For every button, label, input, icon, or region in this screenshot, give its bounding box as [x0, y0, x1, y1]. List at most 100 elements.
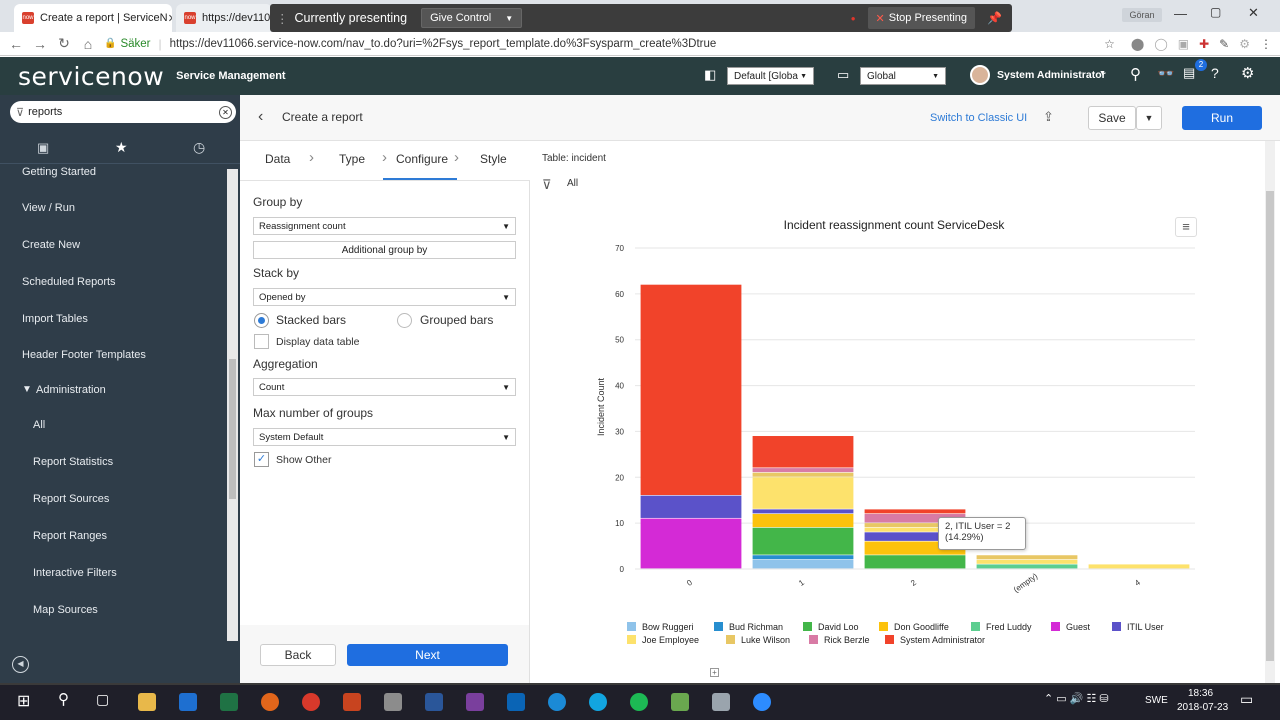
app-icon[interactable] [548, 693, 566, 711]
browser-menu-icon[interactable]: ⋮ [1260, 36, 1272, 51]
minimize-icon[interactable]: — [1174, 6, 1187, 21]
run-button[interactable]: Run [1182, 106, 1262, 130]
app-icon[interactable] [384, 693, 402, 711]
bar-segment[interactable] [640, 495, 742, 518]
bar-segment[interactable] [976, 564, 1078, 569]
extension-icon[interactable]: ⬤ [1130, 36, 1145, 51]
extension-icon[interactable]: ▣ [1177, 36, 1190, 51]
sidebar-section-administration[interactable]: Administration [36, 384, 106, 396]
share-icon[interactable]: ⇪ [1043, 109, 1054, 124]
bar-segment[interactable] [976, 555, 1078, 560]
tab-configure[interactable]: Configure [396, 152, 449, 166]
bar-segment[interactable] [752, 472, 854, 477]
sidebar-item-report-ranges[interactable]: Report Ranges [33, 530, 107, 542]
skype-icon[interactable] [589, 693, 607, 711]
display-data-table-checkbox[interactable] [254, 334, 269, 349]
outlook-icon[interactable] [507, 693, 525, 711]
bar-segment[interactable] [640, 284, 742, 496]
grouped-bars-radio[interactable] [397, 313, 412, 328]
close-window-icon[interactable]: ✕ [1248, 5, 1259, 20]
sidebar-scrollbar[interactable] [227, 169, 238, 641]
max-groups-select[interactable]: System Default ▼ [253, 428, 516, 446]
stacked-bars-radio[interactable] [254, 313, 269, 328]
additional-group-by-button[interactable]: Additional group by [253, 241, 516, 259]
sidebar-item-header-footer-templates[interactable]: Header Footer Templates [22, 349, 146, 361]
scope-select[interactable]: Global ▼ [860, 67, 946, 85]
file-explorer-icon[interactable] [138, 693, 156, 711]
clock-date[interactable]: 2018-07-23 [1177, 702, 1229, 713]
firefox-icon[interactable] [261, 693, 279, 711]
drag-handle-icon[interactable]: ⋮ [276, 11, 289, 26]
scrollbar-thumb[interactable] [229, 359, 236, 499]
maximize-icon[interactable]: ▢ [1210, 5, 1222, 19]
bar-segment[interactable] [864, 523, 966, 528]
bar-segment[interactable] [752, 527, 854, 555]
expand-icon[interactable]: + [710, 668, 719, 677]
bar-segment[interactable] [752, 468, 854, 473]
bar-segment[interactable] [864, 513, 966, 523]
show-other-checkbox[interactable]: ✓ [254, 452, 269, 467]
bookmark-star-icon[interactable]: ☆ [1104, 36, 1115, 51]
onenote-icon[interactable] [466, 693, 484, 711]
home-icon[interactable]: ⌂ [83, 35, 93, 52]
task-view-icon[interactable]: ▢ [96, 691, 110, 707]
tab-style[interactable]: Style [480, 152, 507, 166]
chart-menu-icon[interactable]: ≡ [1175, 217, 1197, 237]
word-icon[interactable] [425, 693, 443, 711]
collapse-navigator-icon[interactable]: ◀ [12, 656, 29, 673]
sidebar-item-interactive-filters[interactable]: Interactive Filters [33, 567, 117, 579]
sidebar-item-map-sources[interactable]: Map Sources [33, 604, 98, 616]
filter-funnel-icon[interactable]: ⊽ [542, 177, 552, 192]
help-icon[interactable]: ? [1211, 65, 1219, 81]
search-icon[interactable]: ⚲ [1130, 66, 1141, 83]
group-by-select[interactable]: Reassignment count ▼ [253, 217, 516, 235]
history-clock-icon[interactable]: ◷ [193, 139, 206, 155]
switch-classic-ui-link[interactable]: Switch to Classic UI [930, 112, 1028, 124]
sidebar-item-report-statistics[interactable]: Report Statistics [33, 456, 114, 468]
sidebar-item-getting-started[interactable]: Getting Started [22, 166, 96, 178]
impersonate-icon[interactable]: 👓 [1157, 65, 1175, 81]
clear-filter-icon[interactable]: ✕ [219, 105, 232, 119]
windows-start-icon[interactable]: ⊞ [17, 693, 31, 710]
bar-segment[interactable] [864, 555, 966, 569]
sidebar-item-view-run[interactable]: View / Run [22, 202, 75, 214]
caret-down-icon[interactable]: ▼ [22, 384, 32, 395]
back-button[interactable]: Back [260, 644, 336, 666]
extension-icon[interactable]: ◯ [1154, 36, 1168, 51]
excel-icon[interactable] [220, 693, 238, 711]
bar-segment[interactable] [864, 509, 966, 514]
avatar[interactable] [970, 65, 990, 85]
browser-tab-active[interactable]: now Create a report | ServiceN ✕ [14, 4, 172, 32]
bar-segment[interactable] [864, 527, 966, 532]
tray-icons[interactable]: ⌃ ▭ 🔊 ☷ ⛁ [1044, 693, 1109, 705]
browser-tab[interactable]: now https://dev11066 [176, 4, 272, 32]
sidebar-item-create-new[interactable]: Create New [22, 239, 81, 251]
edge-icon[interactable] [179, 693, 197, 711]
scrollbar-thumb[interactable] [1266, 191, 1274, 661]
profile-chip[interactable]: Göran [1122, 8, 1162, 22]
chart-pane-scrollbar[interactable] [1265, 141, 1275, 683]
spotify-icon[interactable] [630, 693, 648, 711]
tab-type[interactable]: Type [339, 152, 366, 166]
sidebar-item-report-sources[interactable]: Report Sources [33, 493, 110, 505]
sidebar-item-all[interactable]: All [33, 419, 46, 431]
bar-segment[interactable] [864, 532, 966, 541]
extension-icon[interactable]: ✎ [1219, 36, 1230, 51]
aggregation-select[interactable]: Count ▼ [253, 378, 516, 396]
bar-segment[interactable] [640, 518, 742, 569]
bar-segment[interactable] [752, 513, 854, 528]
language-indicator[interactable]: SWE [1145, 695, 1168, 706]
navigator-filter-input[interactable]: reports [28, 106, 63, 118]
extension-icon[interactable]: ⚙ [1239, 36, 1250, 51]
all-apps-icon[interactable]: ▣ [37, 140, 50, 155]
update-set-select[interactable]: Default [Globa ▼ [727, 67, 814, 85]
servicenow-logo[interactable]: servicenow [18, 61, 165, 91]
bar-segment[interactable] [752, 559, 854, 569]
favorites-star-icon[interactable]: ★ [115, 139, 128, 155]
back-chevron-icon[interactable]: ‹ [258, 108, 264, 125]
powerpoint-icon[interactable] [343, 693, 361, 711]
bar-segment[interactable] [752, 555, 854, 560]
chrome-icon[interactable] [302, 693, 320, 711]
app-icon[interactable] [712, 693, 730, 711]
pin-icon[interactable]: 📌 [987, 11, 1002, 25]
